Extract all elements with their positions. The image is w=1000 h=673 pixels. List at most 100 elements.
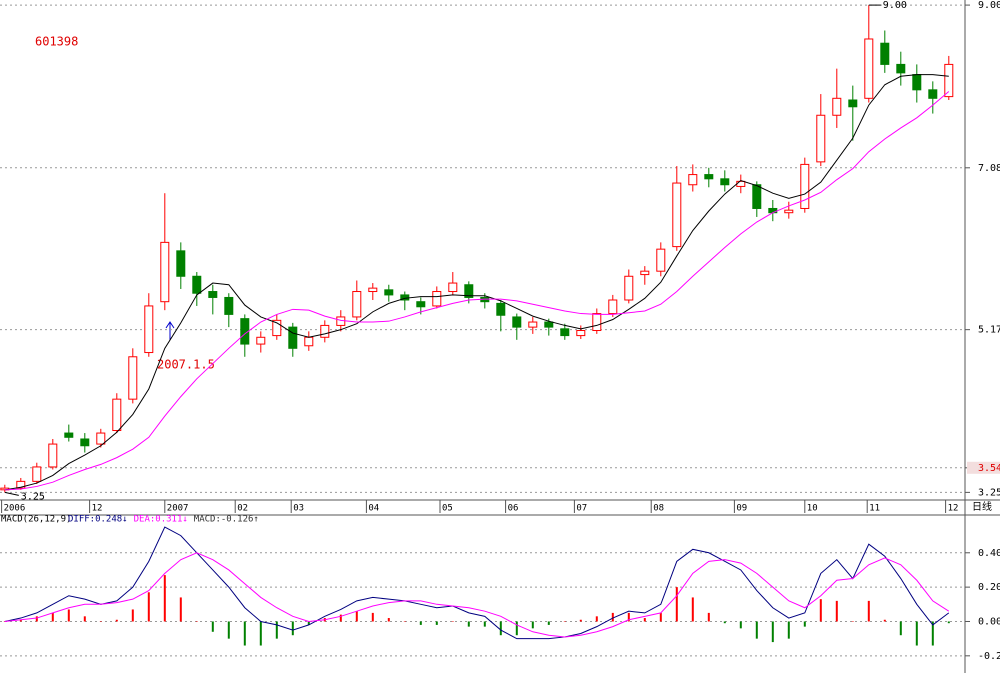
x-tick-label: 04 [368, 504, 379, 514]
y-tick-label: 3.54 [978, 463, 1000, 474]
macd-bar [755, 621, 758, 639]
macd-bar [275, 621, 278, 639]
x-tick-label: 10 [807, 504, 818, 514]
macd-bar [83, 616, 86, 622]
candle-body [832, 97, 842, 116]
macd-bar [675, 587, 678, 622]
x-tick-label: 12 [92, 504, 103, 514]
macd-bar [371, 612, 374, 622]
y-tick-label: 0.00 [978, 616, 1000, 627]
annotation-arrowhead [165, 321, 175, 329]
macd-bar [499, 621, 502, 636]
candle-body [416, 301, 426, 308]
macd-bar [627, 612, 630, 622]
macd-bar [403, 621, 406, 622]
candle-body [304, 336, 314, 347]
candle-body [160, 241, 170, 303]
macd-bar [35, 616, 38, 622]
y-tick-label: -0.20 [978, 651, 1000, 662]
macd-bar [435, 621, 438, 625]
candle-body [704, 174, 714, 180]
x-tick-label: 09 [736, 504, 747, 514]
x-tick-label: 2006 [4, 504, 26, 514]
macd-bar [515, 621, 518, 636]
macd-bar [915, 621, 918, 646]
macd-bar [547, 621, 550, 625]
candle-body [528, 321, 538, 328]
macd-bar [851, 621, 854, 622]
annotation: 2007.1.5 [157, 358, 215, 372]
macd-bar [227, 621, 230, 639]
macd-bar [115, 619, 118, 622]
macd-bar [659, 612, 662, 622]
macd-bar [355, 611, 358, 622]
candle-body [896, 63, 906, 74]
macd-readout: DEA:0.311↓ [134, 515, 188, 525]
candle-body [336, 316, 346, 326]
candle-body [272, 319, 282, 337]
macd-bar [595, 616, 598, 622]
x-tick-label: 12 [948, 504, 959, 514]
candle-body [16, 480, 26, 489]
candle-body [256, 336, 266, 345]
candle-body [736, 180, 746, 187]
candle-body [816, 114, 826, 163]
macd-bar [803, 621, 806, 627]
candle-body [880, 42, 890, 65]
candle-body [592, 313, 602, 332]
candle-body [32, 466, 42, 482]
macd-bar [67, 609, 70, 622]
x-tick-label: 11 [869, 504, 880, 514]
candle-body [448, 282, 458, 293]
stock-code: 601398 [35, 35, 78, 49]
candle-body [112, 398, 122, 432]
candle-body [640, 270, 650, 276]
candle-body [128, 356, 138, 400]
candle-body [96, 432, 106, 445]
y-tick-label: 3.25 [978, 487, 1000, 498]
macd-bar [339, 614, 342, 622]
candle-body [208, 291, 218, 298]
macd-bar [947, 621, 950, 624]
candle-body [368, 287, 378, 293]
y-tick-label: 9.00 [978, 0, 1000, 11]
candle-body [320, 324, 330, 338]
macd-readout: MACD:-0.126↑ [194, 515, 259, 525]
macd-bar [483, 621, 486, 627]
candle-body [464, 284, 474, 298]
candle-body [768, 207, 778, 214]
macd-bar [835, 600, 838, 622]
candle-body [576, 330, 586, 337]
x-tick-label: 02 [237, 504, 248, 514]
moving-average [4, 74, 949, 491]
candle-body [48, 443, 58, 468]
macd-bar [899, 621, 902, 636]
candle-body [288, 326, 298, 349]
candle-body [944, 63, 954, 98]
x-tick-label: 03 [293, 504, 304, 514]
candle-body [720, 178, 730, 186]
macd-line [4, 552, 950, 638]
candle-body [672, 182, 682, 248]
macd-bar [707, 612, 710, 622]
macd-bar [531, 621, 534, 629]
macd-bar [179, 597, 182, 622]
candle-body [64, 432, 74, 438]
macd-bar [131, 609, 134, 622]
y-tick-label: 0.20 [978, 582, 1000, 593]
candle-body [384, 289, 394, 296]
macd-bar [723, 621, 726, 624]
y-tick-label: 0.40 [978, 548, 1000, 559]
macd-bar [867, 600, 870, 622]
macd-bar [259, 621, 262, 646]
candle-body [192, 275, 202, 294]
candle-body [688, 174, 698, 186]
macd-bar [691, 597, 694, 622]
high-label: 9.00 [883, 0, 907, 11]
candle-body [752, 184, 762, 209]
candle-body [560, 328, 570, 337]
macd-bar [163, 575, 166, 622]
candle-body [512, 316, 522, 328]
candle-body [624, 275, 634, 301]
